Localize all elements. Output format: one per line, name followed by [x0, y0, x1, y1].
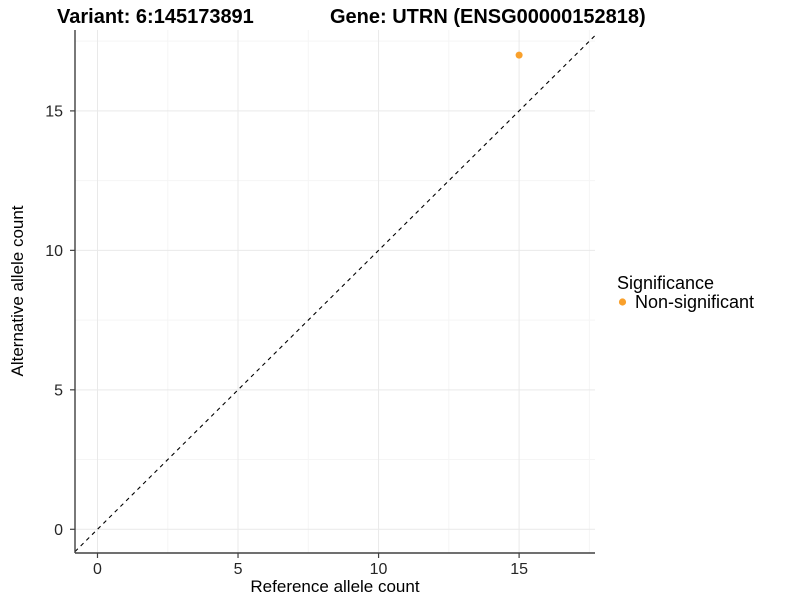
identity-line-group	[74, 35, 596, 552]
minor-gridlines	[75, 30, 595, 553]
legend-item-label: Non-significant	[635, 292, 754, 312]
x-tick-label: 5	[234, 561, 243, 578]
plot-title-gene: Gene: UTRN (ENSG00000152818)	[330, 6, 646, 28]
major-gridlines	[75, 30, 595, 553]
axis-tick-labels: 0 5 10 15 0 5 10 15	[45, 103, 528, 578]
y-tick-label: 0	[54, 522, 63, 539]
x-tick-label: 10	[370, 561, 388, 578]
y-tick-label: 5	[54, 382, 63, 399]
y-axis-title: Alternative allele count	[8, 205, 27, 376]
legend-swatch-non-significant	[618, 298, 627, 306]
legend-item: Non-significant	[618, 292, 754, 312]
axis-ticks	[70, 110, 520, 558]
x-tick-label: 15	[510, 561, 528, 578]
data-points-group	[515, 51, 523, 59]
legend-title: Significance	[617, 273, 714, 293]
legend: Significance Non-significant	[617, 273, 754, 312]
y-tick-label: 10	[45, 243, 63, 260]
identity-line	[74, 35, 596, 552]
x-tick-label: 0	[93, 561, 102, 578]
data-point	[515, 51, 523, 59]
x-axis-title: Reference allele count	[250, 577, 419, 596]
plot-title-variant: Variant: 6:145173891	[57, 6, 254, 28]
y-tick-label: 15	[45, 103, 63, 120]
